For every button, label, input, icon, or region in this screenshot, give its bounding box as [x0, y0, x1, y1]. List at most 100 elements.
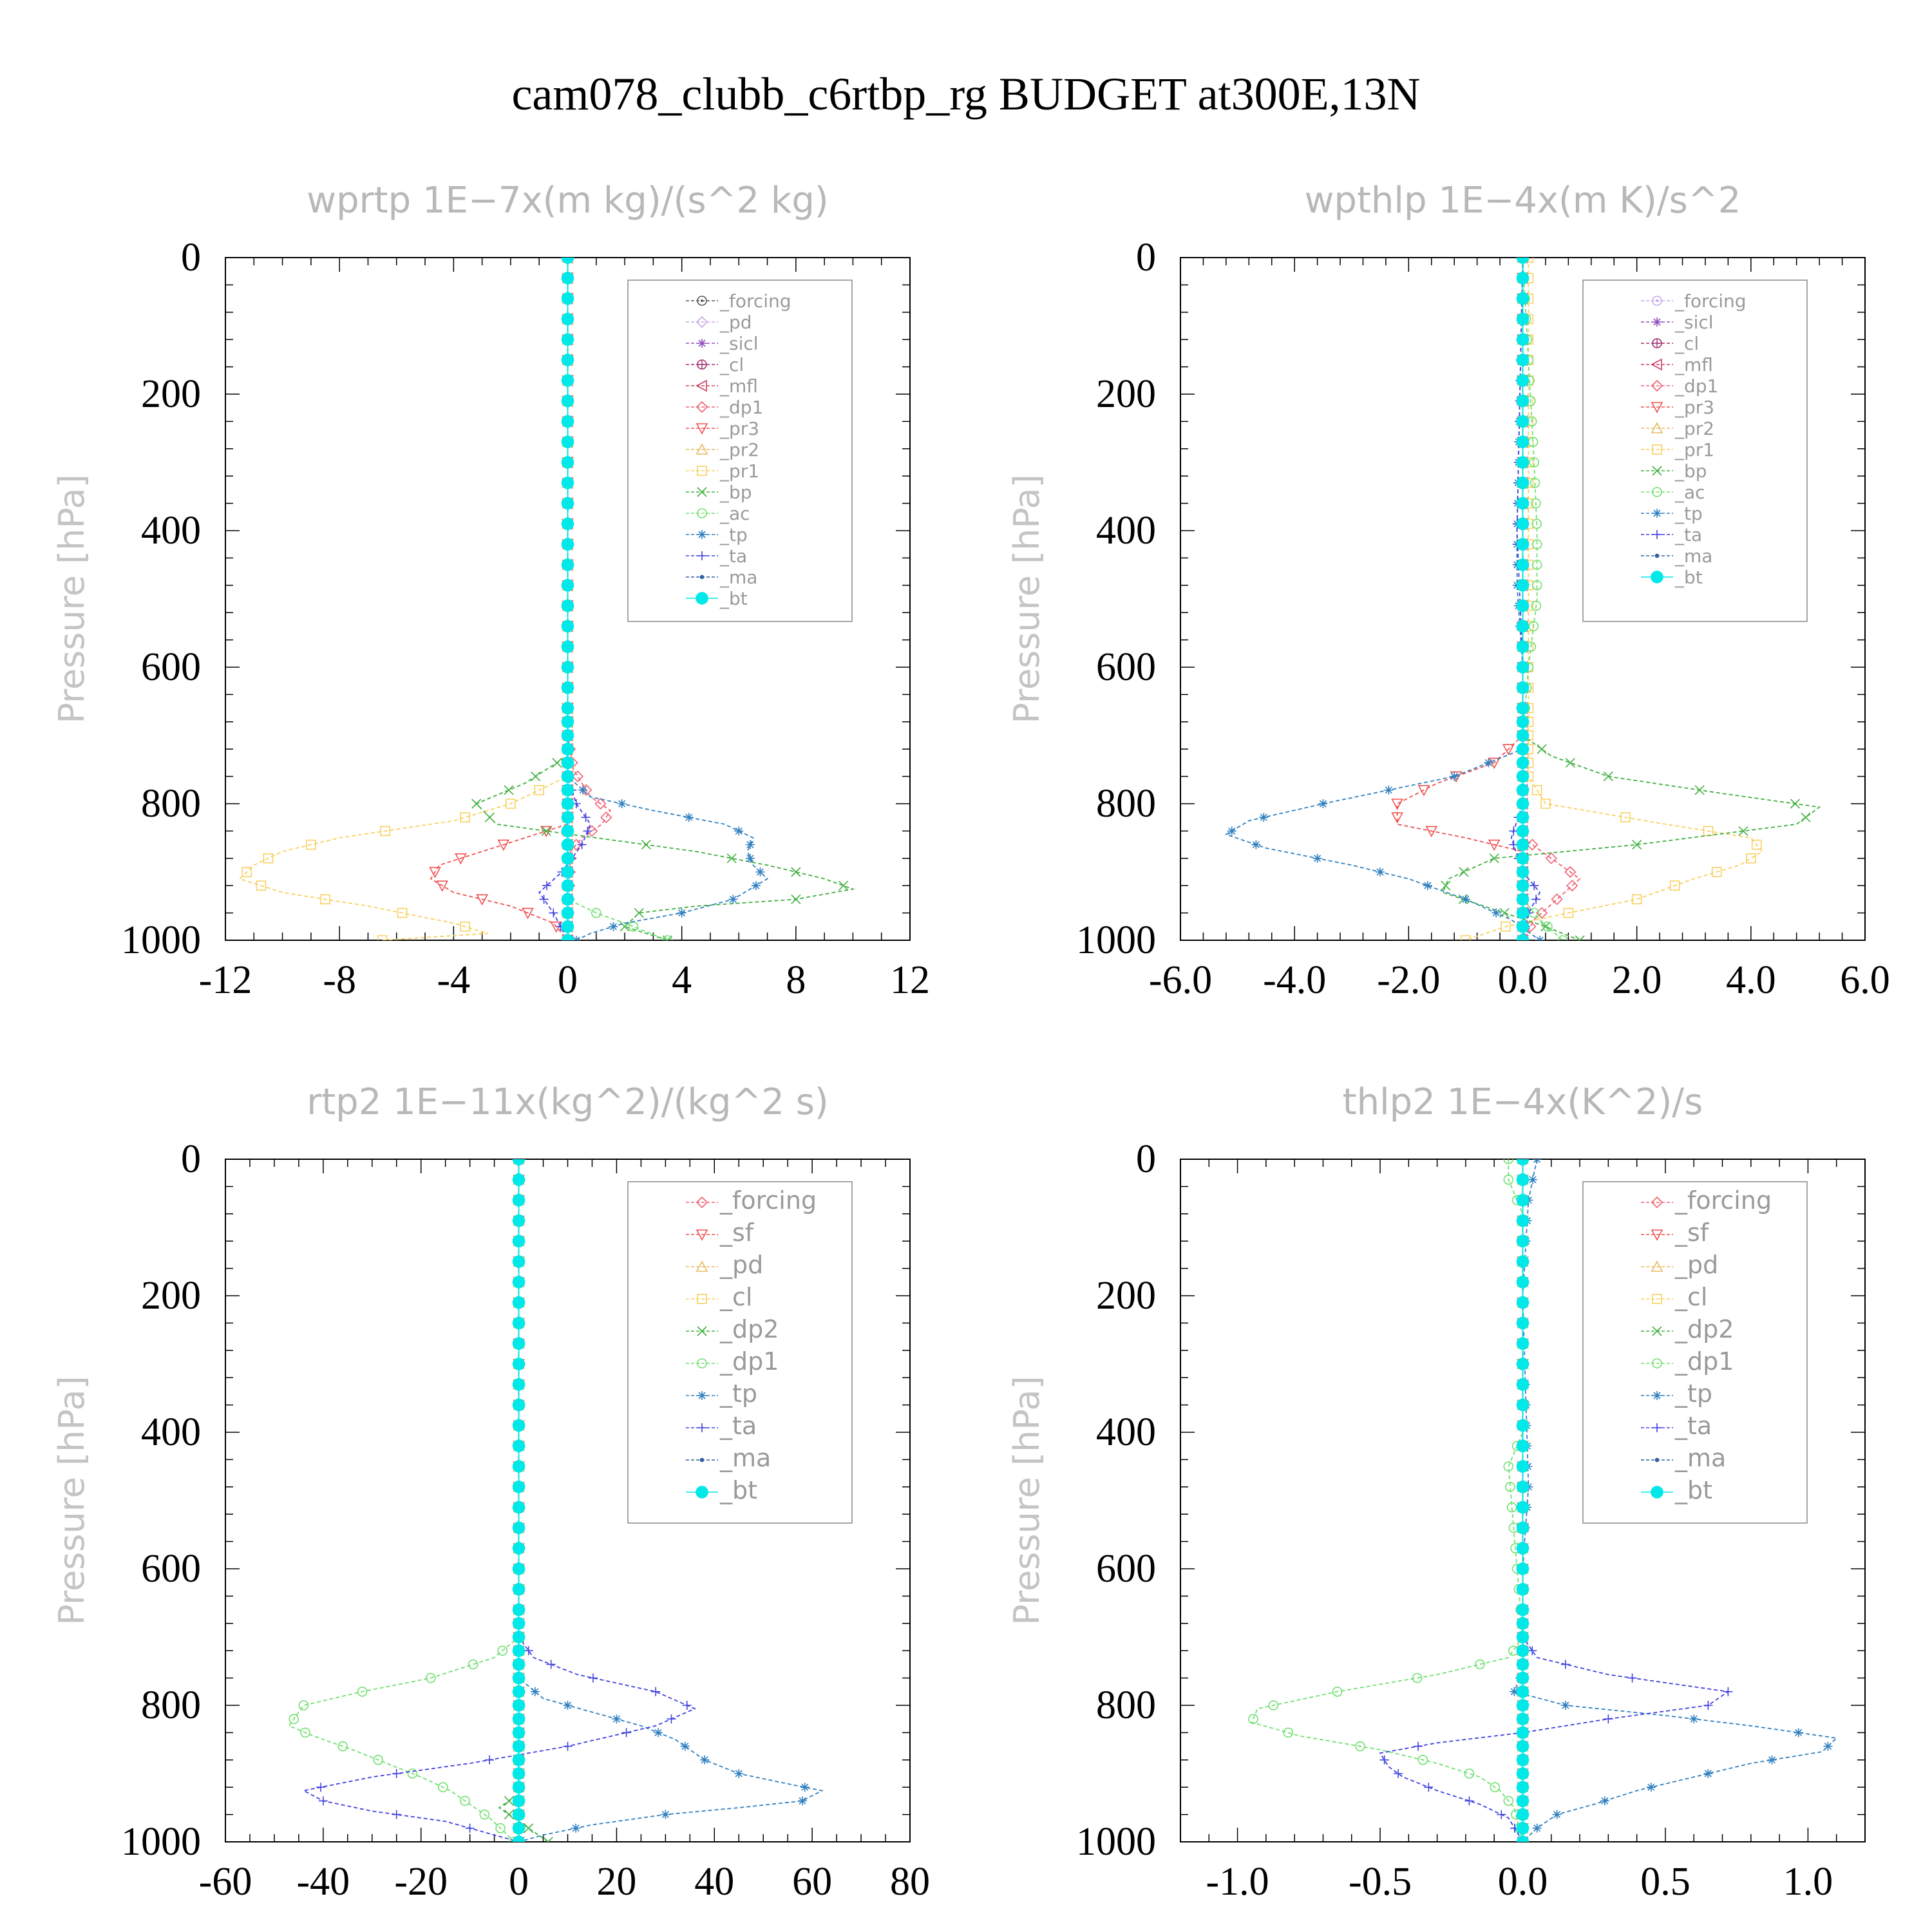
legend-label: _bt — [1674, 1476, 1712, 1504]
data-point — [561, 354, 574, 366]
data-point — [1516, 1337, 1530, 1350]
data-point — [1516, 1235, 1530, 1247]
data-point — [1689, 1714, 1699, 1724]
data-point — [1545, 852, 1557, 864]
data-point — [561, 661, 574, 674]
x-tick-label: 80 — [890, 1860, 930, 1904]
data-point — [1516, 456, 1530, 469]
data-point — [1516, 1358, 1530, 1370]
x-tick-label: -4 — [437, 958, 471, 1002]
data-point — [1703, 1701, 1713, 1710]
data-point — [549, 908, 558, 918]
legend-marker — [1653, 1423, 1662, 1432]
data-point — [1529, 457, 1540, 468]
legend-label: _sicl — [719, 333, 759, 354]
data-point — [1516, 784, 1530, 797]
legend: _forcing _sf _pd _cl _dp2 _dp1 _tp _ta _ma _bt — [627, 1181, 853, 1524]
data-point — [460, 812, 470, 822]
data-point — [1565, 757, 1575, 768]
data-point — [1379, 1755, 1389, 1765]
data-point — [1767, 1755, 1777, 1765]
data-point — [484, 812, 495, 822]
data-point — [1531, 560, 1542, 570]
x-tick-label: 0 — [558, 958, 578, 1002]
data-point — [512, 1193, 526, 1207]
data-point — [838, 880, 849, 891]
data-point — [653, 1728, 663, 1738]
data-point — [561, 879, 574, 892]
data-point — [460, 922, 470, 932]
data-point — [1823, 1741, 1833, 1751]
data-point — [512, 1781, 526, 1794]
series-pr3 — [1391, 258, 1529, 940]
data-point — [1603, 772, 1613, 782]
series-dp1 — [1248, 1159, 1528, 1842]
data-point — [1506, 1502, 1517, 1513]
legend-label: _tp — [1674, 503, 1703, 524]
data-point — [561, 681, 574, 694]
data-point — [1516, 838, 1530, 851]
data-point — [1502, 744, 1515, 755]
data-point — [263, 853, 274, 864]
data-point — [530, 1687, 540, 1696]
legend-label: _mfl — [1674, 354, 1713, 375]
data-point — [1532, 1159, 1542, 1164]
data-point — [561, 797, 574, 810]
data-point — [561, 893, 574, 906]
plot-area — [1248, 1159, 1838, 1842]
legend-marker-cross — [1653, 339, 1662, 348]
legend-label: _sf — [719, 1218, 755, 1247]
data-point — [1646, 1783, 1656, 1792]
series-pr3 — [429, 258, 574, 940]
data-point — [1516, 1658, 1530, 1671]
data-point — [609, 922, 618, 931]
data-point — [506, 799, 516, 809]
series-line — [567, 258, 612, 940]
legend-label: _forcing — [1674, 1186, 1772, 1215]
data-point — [1516, 1316, 1530, 1330]
series-bt — [1516, 258, 1530, 940]
data-point — [617, 799, 627, 808]
y-tick-label: 600 — [141, 1547, 201, 1591]
data-point — [1516, 1542, 1530, 1555]
data-point — [522, 907, 534, 920]
data-point — [561, 456, 574, 469]
legend-label: _dp2 — [719, 1315, 779, 1343]
data-point — [1384, 785, 1394, 795]
x-tick-label: -2.0 — [1377, 958, 1440, 1002]
data-point — [1516, 1712, 1530, 1725]
data-point — [561, 312, 574, 326]
data-point — [1391, 799, 1403, 810]
data-point — [1516, 354, 1530, 366]
data-point — [468, 1659, 478, 1670]
data-point — [471, 799, 482, 809]
x-tick-label: 0.0 — [1498, 958, 1548, 1002]
data-point — [479, 1809, 490, 1820]
x-tick-label: -20 — [394, 1860, 448, 1904]
legend-marker — [697, 1423, 706, 1432]
legend-marker — [1652, 466, 1662, 476]
data-point — [588, 1673, 598, 1683]
data-point — [1424, 1783, 1434, 1792]
data-point — [1540, 922, 1551, 932]
legend-label: _pr1 — [1674, 439, 1714, 460]
y-tick-label: 400 — [141, 509, 201, 553]
data-point — [561, 497, 574, 510]
legend-label: _ta — [719, 1412, 757, 1440]
y-axis-label: Pressure [hPa] — [1007, 474, 1047, 723]
data-point — [1516, 1781, 1530, 1794]
data-point — [512, 1337, 526, 1350]
series-line — [498, 1159, 549, 1842]
data-point — [512, 1726, 526, 1739]
x-tick-label: 8 — [786, 958, 806, 1002]
x-tick-label: -60 — [199, 1860, 252, 1904]
x-tick-label: 6.0 — [1840, 958, 1890, 1002]
data-point — [1516, 1671, 1530, 1685]
legend-marker — [697, 296, 707, 306]
figure-title: cam078_clubb_c6rtbp_rg BUDGET at300E,13N — [511, 68, 1420, 120]
data-point — [1516, 415, 1530, 428]
data-point — [561, 538, 574, 551]
series-line — [430, 258, 569, 940]
data-point — [306, 839, 316, 850]
